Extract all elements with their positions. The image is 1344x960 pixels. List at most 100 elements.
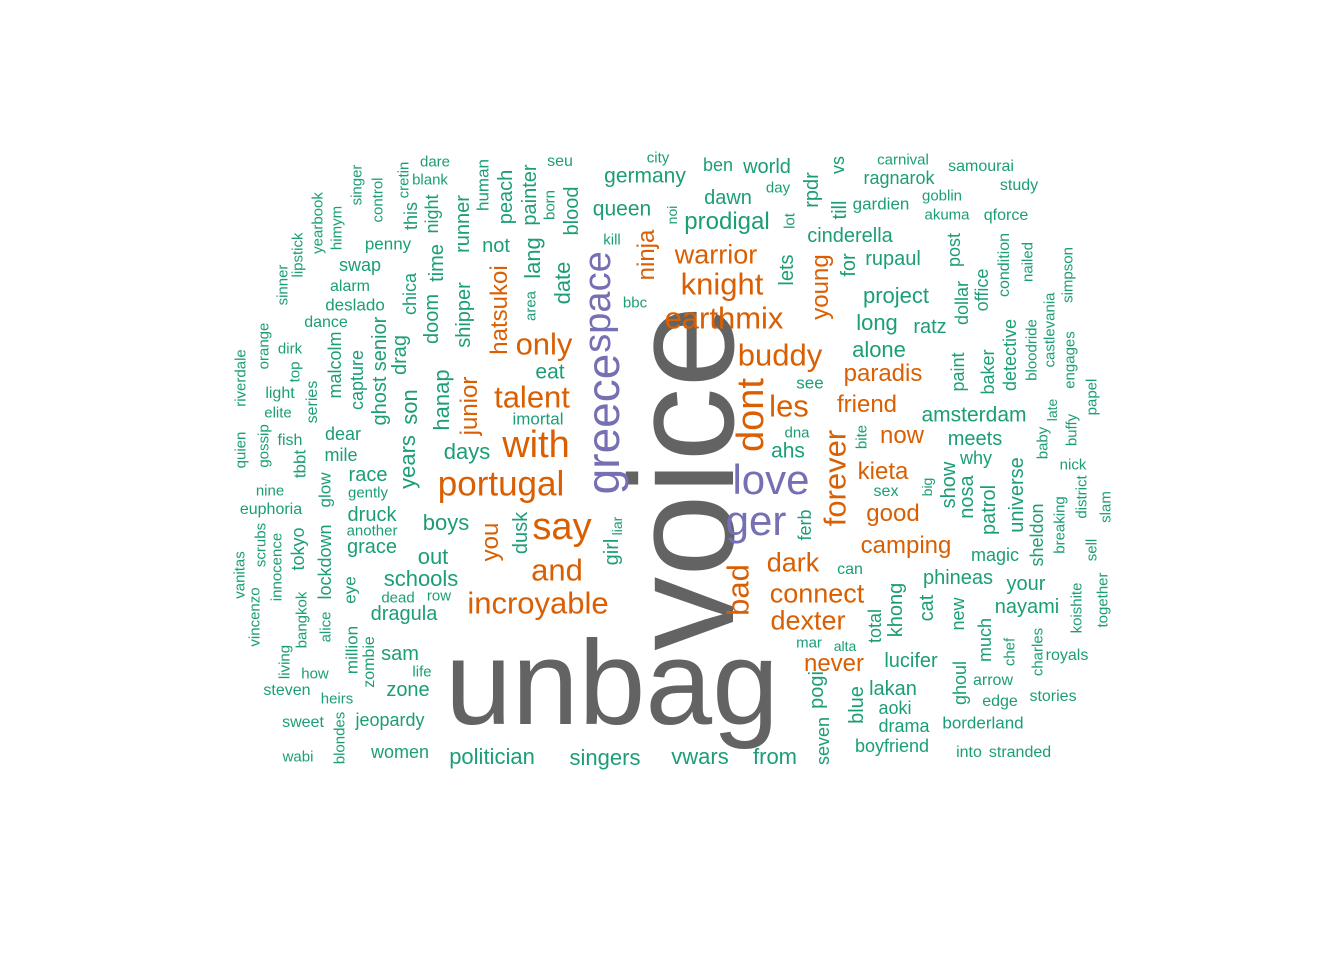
word-engages: engages <box>1061 331 1079 389</box>
word-alone: alone <box>852 337 906 362</box>
word-bbc: bbc <box>622 294 648 312</box>
word-sell: sell <box>1083 538 1101 562</box>
word-ratz: ratz <box>913 316 947 338</box>
word-khong: khong <box>885 582 907 638</box>
word-into: into <box>956 744 982 761</box>
word-bloodride: bloodride <box>1023 319 1041 381</box>
word-simpson: simpson <box>1059 247 1077 303</box>
word-together: together <box>1094 572 1112 628</box>
word-koishite: koishite <box>1068 582 1086 634</box>
word-papel: papel <box>1083 378 1101 416</box>
word-junior: junior <box>456 376 483 436</box>
word-slam: slam <box>1097 491 1115 523</box>
word-living: living <box>276 644 294 680</box>
word-akuma: akuma <box>924 206 970 224</box>
word-phineas: phineas <box>922 567 994 589</box>
word-sex: sex <box>873 483 899 500</box>
word-heirs: heirs <box>320 690 354 708</box>
word-ninja: ninja <box>633 229 660 281</box>
word-condition: condition <box>996 232 1013 298</box>
word-years: years <box>395 435 420 489</box>
word-penny: penny <box>364 234 412 254</box>
word-kieta: kieta <box>857 458 909 485</box>
word-peach: peach <box>495 169 517 225</box>
word-much: much <box>975 617 995 663</box>
word-paint: paint <box>948 352 968 392</box>
word-million: million <box>342 625 362 675</box>
word-gently: gently <box>347 484 389 502</box>
word-mar: mar <box>796 634 822 652</box>
word-only: only <box>515 326 573 362</box>
word-wabi: wabi <box>282 748 314 766</box>
word-women: women <box>370 742 430 762</box>
word-say: say <box>532 506 592 548</box>
word-rupaul: rupaul <box>865 248 921 270</box>
word-seven: seven <box>813 716 833 766</box>
word-blood: blood <box>561 186 583 236</box>
word-buddy: buddy <box>737 337 823 373</box>
word-why: why <box>959 448 993 468</box>
word-nayami: nayami <box>994 596 1060 618</box>
word-baby: baby <box>1034 426 1052 460</box>
word-post: post <box>944 232 964 268</box>
word-series: series <box>304 380 321 424</box>
word-hanap: hanap <box>429 369 454 431</box>
word-rpdr: rpdr <box>801 172 823 208</box>
word-vincenzo: vincenzo <box>246 587 264 647</box>
word-singers: singers <box>569 745 641 770</box>
word-dusk: dusk <box>510 511 532 555</box>
word-nailed: nailed <box>1019 241 1037 283</box>
word-amsterdam: amsterdam <box>921 403 1027 427</box>
word-stories: stories <box>1029 688 1077 705</box>
word-portugal: portugal <box>437 464 565 504</box>
word-grace: grace <box>346 536 398 558</box>
word-alarm: alarm <box>329 278 371 295</box>
word-lets: lets <box>776 254 798 286</box>
word-from: from <box>753 744 797 769</box>
word-yearbook: yearbook <box>309 192 327 254</box>
word-nick: nick <box>1059 456 1087 474</box>
word-dragula: dragula <box>370 603 438 625</box>
word-edge: edge <box>982 693 1018 710</box>
word-sweet: sweet <box>282 714 324 731</box>
word-noi: noi <box>664 205 680 225</box>
word-late: late <box>1044 398 1060 422</box>
word-fish: fish <box>277 432 303 449</box>
word-dna: dna <box>784 424 810 442</box>
word-arrow: arrow <box>972 672 1014 689</box>
word-lot: lot <box>781 213 799 229</box>
word-hatsukoi: hatsukoi <box>486 265 513 355</box>
word-this: this <box>401 201 421 231</box>
word-talent: talent <box>494 379 570 415</box>
word-vwars: vwars <box>671 744 729 769</box>
word-ben: ben <box>702 155 734 175</box>
word-nosa: nosa <box>956 475 978 519</box>
word-with: with <box>502 424 570 466</box>
word-buffy: buffy <box>1063 413 1081 447</box>
word-paradis: paradis <box>843 360 923 387</box>
word-good: good <box>866 500 920 527</box>
word-glow: glow <box>315 472 335 508</box>
word-connect: connect <box>769 578 865 609</box>
word-girl: girl <box>601 538 623 566</box>
word-can: can <box>837 561 863 578</box>
word-senior: senior <box>369 316 391 372</box>
word-you: you <box>477 522 504 562</box>
word-long: long <box>856 310 898 335</box>
word-nine: nine <box>255 482 285 500</box>
word-euphoria: euphoria <box>239 501 303 518</box>
word-ragnarok: ragnarok <box>863 168 935 188</box>
word-riverdale: riverdale <box>232 349 250 407</box>
word-chica: chica <box>400 272 420 316</box>
word-innocence: innocence <box>268 532 286 602</box>
word-runner: runner <box>452 195 474 253</box>
word-universe: universe <box>1006 457 1028 533</box>
word-son: son <box>397 389 422 425</box>
word-area: area <box>522 290 540 322</box>
word-how: how <box>301 665 329 683</box>
word-elite: elite <box>264 404 292 422</box>
word-new: new <box>948 597 968 631</box>
word-sinner: sinner <box>274 264 292 306</box>
word-date: date <box>550 261 575 305</box>
word-lockdown: lockdown <box>315 524 335 600</box>
